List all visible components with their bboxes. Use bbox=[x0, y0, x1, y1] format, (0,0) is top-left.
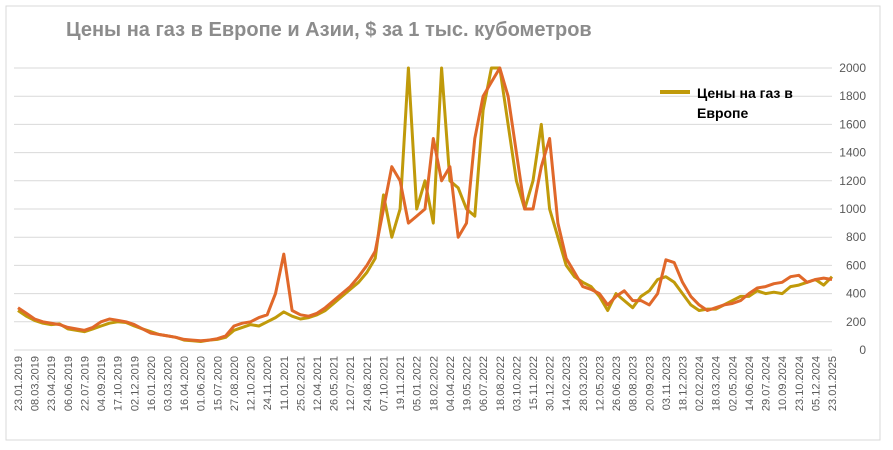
x-tick-label: 27.08.2020 bbox=[229, 356, 241, 411]
x-tick-label: 06.07.2022 bbox=[478, 356, 490, 411]
x-tick-label: 17.10.2019 bbox=[113, 356, 125, 411]
y-tick-label: 1600 bbox=[839, 117, 866, 131]
x-tick-label: 30.12.2022 bbox=[545, 356, 557, 411]
x-tick-label: 07.10.2021 bbox=[378, 356, 390, 411]
x-tick-label: 10.09.2024 bbox=[777, 356, 789, 411]
y-tick-label: 800 bbox=[846, 230, 866, 244]
x-tick-label: 24.11.2020 bbox=[262, 356, 274, 410]
y-tick-label: 1800 bbox=[839, 89, 866, 103]
x-tick-label: 19.05.2022 bbox=[462, 356, 474, 411]
x-tick-label: 06.06.2019 bbox=[63, 356, 75, 411]
x-tick-label: 05.01.2022 bbox=[412, 356, 424, 411]
x-tick-label: 18.02.2022 bbox=[428, 356, 440, 411]
x-tick-label: 23.04.2019 bbox=[46, 356, 58, 411]
x-tick-label: 03.10.2022 bbox=[511, 356, 523, 411]
x-tick-label: 05.12.2024 bbox=[810, 356, 822, 411]
chart-title: Цены на газ в Европе и Азии, $ за 1 тыс.… bbox=[66, 19, 592, 41]
y-tick-label: 2000 bbox=[839, 61, 866, 75]
x-tick-label: 14.06.2024 bbox=[744, 356, 756, 411]
x-tick-label: 04.09.2019 bbox=[96, 356, 108, 411]
x-tick-label: 08.08.2023 bbox=[628, 356, 640, 411]
x-tick-label: 18.08.2022 bbox=[495, 356, 507, 411]
x-tick-label: 03.11.2023 bbox=[661, 356, 673, 410]
x-tick-label: 26.06.2023 bbox=[611, 356, 623, 411]
y-tick-label: 1400 bbox=[839, 146, 866, 160]
x-tick-label: 02.02.2024 bbox=[694, 356, 706, 411]
x-tick-label: 02.05.2024 bbox=[727, 356, 739, 411]
x-tick-label: 16.01.2020 bbox=[146, 356, 158, 411]
x-tick-label: 29.07.2024 bbox=[761, 356, 773, 411]
x-tick-label: 03.03.2020 bbox=[163, 356, 175, 411]
x-tick-label: 23.01.2019 bbox=[13, 356, 25, 411]
x-tick-label: 02.12.2019 bbox=[129, 356, 141, 411]
x-tick-label: 12.05.2023 bbox=[594, 356, 606, 411]
x-tick-label: 19.11.2021 bbox=[395, 356, 407, 410]
legend-label: Цены на газ в Европе bbox=[697, 85, 793, 121]
x-tick-label: 28.03.2023 bbox=[578, 356, 590, 411]
x-tick-label: 23.10.2024 bbox=[794, 356, 806, 411]
x-tick-label: 11.01.2021 bbox=[279, 356, 291, 410]
y-tick-label: 1000 bbox=[839, 202, 866, 216]
x-tick-label: 23.01.2025 bbox=[827, 356, 839, 411]
x-tick-label: 04.04.2022 bbox=[445, 356, 457, 411]
y-tick-label: 200 bbox=[846, 315, 866, 329]
x-tick-label: 14.02.2023 bbox=[561, 356, 573, 411]
y-tick-label: 0 bbox=[859, 343, 866, 357]
y-tick-label: 1200 bbox=[839, 174, 866, 188]
x-tick-label: 01.06.2020 bbox=[196, 356, 208, 411]
x-tick-label: 12.10.2020 bbox=[246, 356, 258, 411]
x-tick-label: 20.09.2023 bbox=[644, 356, 656, 411]
x-tick-label: 18.03.2024 bbox=[711, 356, 723, 411]
x-tick-label: 15.07.2020 bbox=[212, 356, 224, 411]
x-tick-label: 16.04.2020 bbox=[179, 356, 191, 411]
x-tick-label: 15.11.2022 bbox=[528, 356, 540, 410]
x-tick-label: 12.07.2021 bbox=[345, 356, 357, 411]
x-tick-label: 26.05.2021 bbox=[329, 356, 341, 411]
x-tick-label: 25.02.2021 bbox=[295, 356, 307, 411]
y-tick-label: 600 bbox=[846, 258, 866, 272]
y-tick-label: 400 bbox=[846, 287, 866, 301]
x-tick-label: 24.08.2021 bbox=[362, 356, 374, 411]
series-line bbox=[17, 66, 833, 343]
x-tick-label: 18.12.2023 bbox=[677, 356, 689, 411]
x-tick-label: 22.07.2019 bbox=[79, 356, 91, 411]
x-tick-label: 08.03.2019 bbox=[30, 356, 42, 411]
x-tick-label: 12.04.2021 bbox=[312, 356, 324, 411]
